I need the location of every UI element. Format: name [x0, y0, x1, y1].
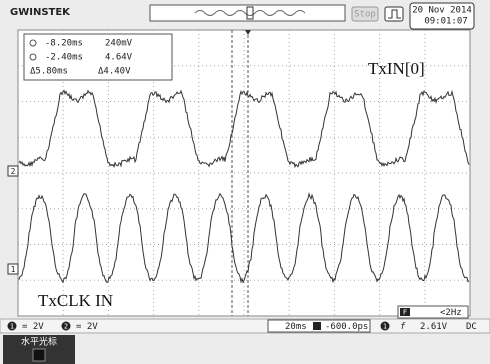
signal-label: TxCLK IN — [38, 291, 113, 310]
softkey-label: 水平光标 — [21, 336, 57, 348]
trigger-source: 1 — [383, 323, 387, 331]
ch2-scale: = 2V — [76, 322, 98, 332]
scope-screen: GWINSTEK Stop 20 Nov 2014 09:01:07 -8.20… — [0, 0, 490, 364]
frequency: <2Hz — [440, 308, 462, 318]
cursor-delta: Δ4.40V — [98, 67, 131, 77]
trigger-level: 2.61V — [420, 322, 448, 332]
ch2-id: 2 — [64, 323, 68, 331]
timebase: 20ms — [285, 322, 307, 332]
cursor-value: -8.20ms — [45, 39, 83, 49]
freq-icon: F — [403, 309, 407, 317]
softkey-icon — [33, 349, 45, 361]
trigger-slope: f — [400, 322, 406, 332]
coupling: DC — [466, 322, 477, 332]
ch1-marker-label: 1 — [11, 265, 16, 274]
ch1-id: 1 — [10, 323, 14, 331]
status-bar — [0, 319, 490, 333]
brand: GWINSTEK — [10, 7, 71, 18]
date: 20 Nov 2014 — [412, 6, 472, 16]
ch1-scale: = 2V — [22, 322, 44, 332]
signal-label: TxIN[0] — [368, 59, 425, 78]
cursor-value: 4.64V — [105, 53, 133, 63]
cursor-value: 240mV — [105, 39, 133, 49]
time: 09:01:07 — [424, 17, 467, 27]
cursor-value: -2.40ms — [45, 53, 83, 63]
position-icon — [313, 322, 321, 330]
cursor-delta: Δ5.80ms — [30, 67, 68, 77]
run-status: Stop — [354, 10, 376, 20]
trigger-icon — [385, 7, 403, 21]
ch2-marker-label: 2 — [11, 167, 16, 176]
position: -600.0ps — [325, 322, 368, 332]
